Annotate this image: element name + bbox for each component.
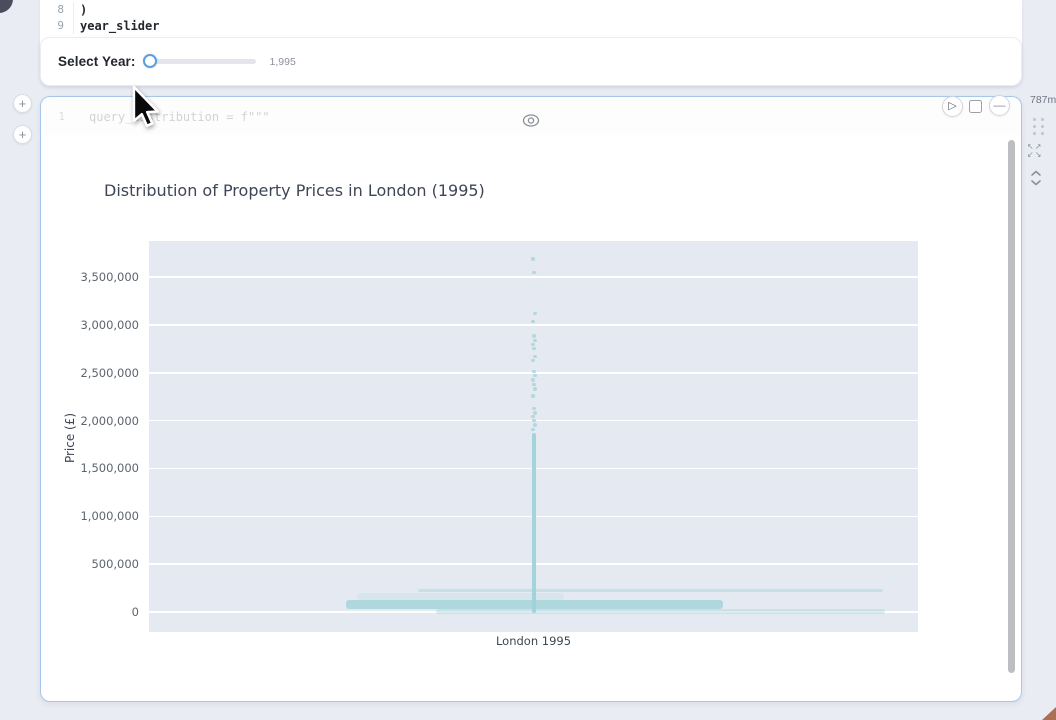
- year-slider-track[interactable]: [142, 54, 256, 68]
- y-tick-label: 3,500,000: [80, 270, 139, 285]
- mouse-cursor: [126, 84, 164, 134]
- outlier-point: [532, 346, 536, 351]
- outlier-point: [533, 373, 537, 378]
- code-text: query_distribution = f""": [89, 110, 270, 124]
- outlier-point: [533, 411, 537, 415]
- window-corner-decoration: [0, 0, 13, 13]
- outlier-point: [531, 342, 535, 347]
- outlier-point: [531, 359, 535, 363]
- cell-output-panel: Select Year: 1,995: [40, 37, 1022, 86]
- outlier-point: [533, 311, 537, 316]
- y-tick-label: 3,000,000: [80, 317, 139, 332]
- y-tick-label: 2,000,000: [80, 413, 139, 428]
- y-tick-label: 1,500,000: [80, 461, 139, 476]
- price-density-band: [356, 593, 565, 600]
- drag-handle-icon[interactable]: [1033, 118, 1045, 136]
- line-number: 9: [57, 19, 64, 32]
- run-cell-button[interactable]: ▷: [942, 96, 963, 117]
- plot-area[interactable]: [149, 241, 918, 632]
- code-text: ): [80, 3, 88, 17]
- expand-fullscreen-icon[interactable]: ↖↗ ↙↘: [1027, 142, 1043, 159]
- outlier-point: [532, 369, 536, 373]
- outlier-point: [532, 406, 536, 411]
- code-line[interactable]: 9 year_slider: [40, 18, 1022, 34]
- outlier-point: [531, 427, 535, 432]
- outlier-point: [532, 271, 536, 275]
- cell-runtime-badge: 787ms: [1030, 94, 1056, 106]
- stop-cell-button[interactable]: [969, 100, 982, 113]
- outlier-point: [533, 387, 537, 391]
- outlier-point: [533, 338, 537, 342]
- eye-icon[interactable]: [522, 114, 540, 127]
- y-tick-label: 1,000,000: [80, 509, 139, 524]
- collapsed-code-bar[interactable]: 1 query_distribution = f""": [41, 97, 1021, 135]
- collapse-expand-icon[interactable]: [1029, 169, 1043, 187]
- year-slider-widget: Select Year: 1,995: [58, 38, 296, 85]
- gridline: [149, 324, 918, 326]
- outlier-point: [531, 257, 535, 261]
- output-scrollbar-thumb[interactable]: [1008, 140, 1015, 673]
- outlier-point: [532, 334, 536, 338]
- y-tick-label: 2,500,000: [80, 365, 139, 380]
- line-number: 1: [58, 110, 65, 123]
- x-axis-category-label: London 1995: [495, 634, 572, 648]
- code-editor[interactable]: 8 ) 9 year_slider: [40, 0, 1022, 36]
- y-tick-label: 500,000: [91, 557, 139, 572]
- line-number: 8: [57, 3, 64, 16]
- code-cell-year-slider[interactable]: 8 ) 9 year_slider Select Year: 1,995: [40, 0, 1022, 86]
- add-cell-above-button[interactable]: +: [13, 94, 32, 113]
- outlier-point: [531, 378, 535, 382]
- outlier-point: [532, 418, 536, 423]
- outlier-point: [531, 394, 535, 398]
- distribution-tail-stem: [532, 433, 536, 614]
- outlier-point: [533, 423, 537, 427]
- code-text: year_slider: [80, 19, 160, 33]
- slider-label: Select Year:: [58, 54, 136, 69]
- chart-cell-selected[interactable]: 1 query_distribution = f""" Distribution…: [40, 96, 1022, 702]
- add-cell-below-button[interactable]: +: [13, 125, 32, 144]
- chart-title: Distribution of Property Prices in Londo…: [104, 181, 485, 200]
- outlier-point: [533, 354, 537, 359]
- cell-more-menu-button[interactable]: —: [989, 95, 1010, 116]
- outlier-point: [532, 383, 536, 387]
- gutter-divider: [73, 2, 74, 34]
- price-density-band: [418, 589, 884, 592]
- year-slider-handle[interactable]: [142, 54, 157, 68]
- slider-value: 1,995: [269, 55, 296, 68]
- price-density-band: [435, 609, 885, 615]
- y-tick-label: 0: [131, 605, 139, 619]
- gridline: [149, 276, 918, 278]
- outlier-point: [531, 319, 535, 324]
- code-line[interactable]: 8 ): [40, 2, 1022, 18]
- corner-artifact: [1042, 707, 1056, 720]
- outlier-point: [531, 415, 535, 419]
